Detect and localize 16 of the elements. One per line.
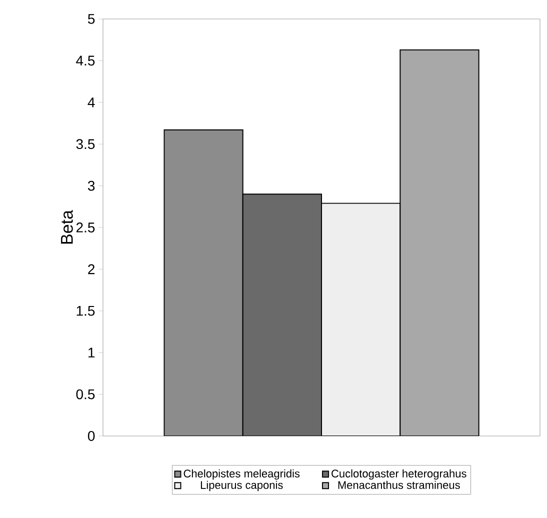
- y-tick-label: 1: [88, 348, 95, 358]
- y-tick-label: 5: [88, 14, 95, 24]
- legend-label: Menacanthus stramineus: [338, 480, 460, 489]
- y-tick-label: 3.5: [76, 139, 95, 150]
- y-tick-label: 2.5: [76, 222, 95, 232]
- y-tick-label: 4: [88, 98, 95, 108]
- y-tick-label: 2: [88, 264, 94, 274]
- y-tick-label: 1.5: [76, 306, 95, 316]
- legend-label: Lipeurus caponis: [200, 480, 283, 492]
- y-tick-label: 3: [88, 180, 95, 191]
- legend-label: Cuclotogaster heterograhus: [332, 469, 466, 480]
- legend-label: Chelopistes meleagridis: [184, 469, 300, 480]
- y-axis-title: Beta: [61, 210, 73, 244]
- y-tick-label: 4.5: [76, 56, 95, 66]
- y-tick-label: 0: [88, 431, 95, 441]
- y-tick-label: 0.5: [76, 389, 95, 400]
